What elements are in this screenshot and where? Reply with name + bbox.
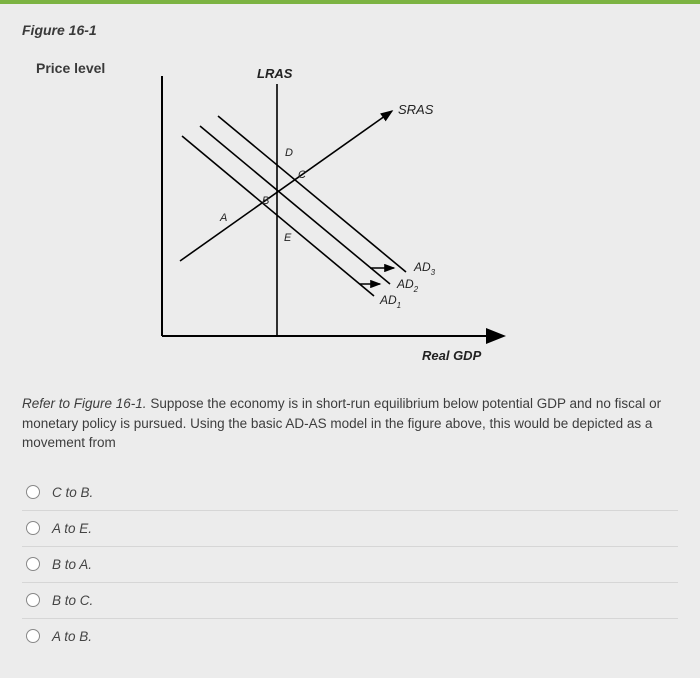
point-e-label: E — [284, 232, 292, 244]
ad1-label: AD1 — [379, 293, 401, 310]
sras-label: SRAS — [398, 102, 434, 117]
option-label: B to A. — [52, 557, 92, 572]
option-row[interactable]: A to E. — [22, 511, 678, 547]
ad1-line — [182, 136, 374, 296]
option-label: A to E. — [52, 521, 92, 536]
option-label: B to C. — [52, 593, 93, 608]
radio-icon[interactable] — [26, 593, 40, 607]
radio-icon[interactable] — [26, 629, 40, 643]
point-c-label: C — [298, 169, 306, 181]
option-label: A to B. — [52, 629, 92, 644]
ad3-label: AD3 — [413, 260, 436, 277]
ad3-line — [218, 116, 406, 272]
radio-icon[interactable] — [26, 485, 40, 499]
ad2-line — [200, 126, 390, 284]
x-axis-label: Real GDP — [422, 348, 482, 363]
option-row[interactable]: B to C. — [22, 583, 678, 619]
option-row[interactable]: B to A. — [22, 547, 678, 583]
point-a-label: A — [219, 212, 227, 224]
figure-title: Figure 16-1 — [22, 22, 678, 38]
option-row[interactable]: C to B. — [22, 475, 678, 511]
question-text: Refer to Figure 16-1. Suppose the econom… — [22, 394, 678, 453]
question-card: Figure 16-1 Price level LRAS SRAS — [0, 0, 700, 678]
point-d-label: D — [285, 147, 293, 159]
answer-options: C to B. A to E. B to A. B to C. A to B. — [22, 475, 678, 654]
radio-icon[interactable] — [26, 557, 40, 571]
option-label: C to B. — [52, 485, 93, 500]
option-row[interactable]: A to B. — [22, 619, 678, 654]
question-stem: Refer to Figure 16-1. — [22, 396, 147, 411]
chart-container: LRAS SRAS AD1 AD2 AD3 A B C — [22, 56, 678, 376]
ad2-label: AD2 — [396, 277, 419, 294]
point-b-label: B — [262, 195, 269, 207]
adas-chart: LRAS SRAS AD1 AD2 AD3 A B C — [122, 56, 542, 376]
lras-label: LRAS — [257, 66, 293, 81]
radio-icon[interactable] — [26, 521, 40, 535]
